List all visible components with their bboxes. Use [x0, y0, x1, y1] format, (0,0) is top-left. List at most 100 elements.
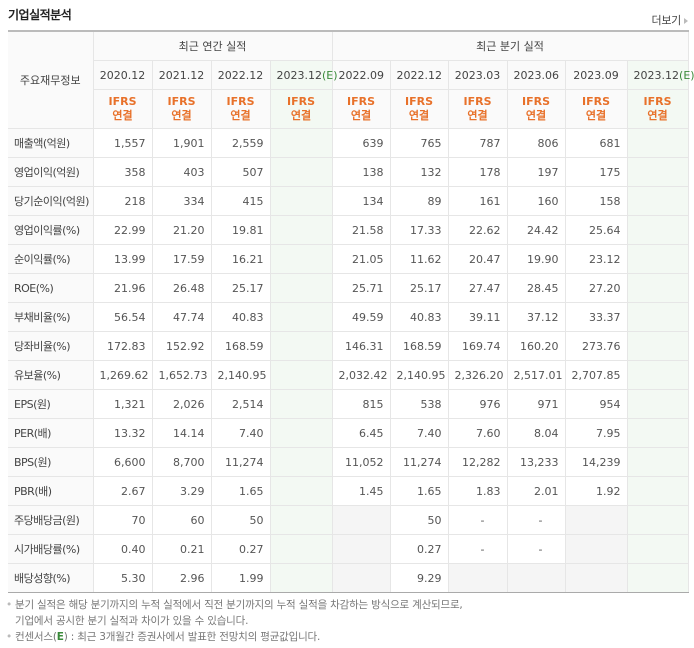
cell-value: 11,052: [331, 447, 391, 477]
cell-value: 132: [389, 157, 449, 187]
cell-value: [269, 389, 333, 419]
group-annual-header: 최근 연간 실적: [92, 30, 333, 61]
cell-value: 17.59: [151, 244, 212, 274]
period-header: 2023.03: [447, 60, 508, 90]
cell-value: 47.74: [151, 302, 212, 332]
cell-value: 1,269.62: [92, 360, 153, 390]
cell-value: 6.45: [331, 418, 391, 448]
cell-value: 1.92: [564, 476, 628, 506]
cell-value: 2,514: [210, 389, 271, 419]
cell-value: 175: [564, 157, 628, 187]
cell-value: [626, 186, 689, 216]
cell-value: 9.29: [389, 563, 449, 593]
cell-value: -: [447, 534, 508, 564]
row-label: 영업이익(억원): [8, 157, 94, 187]
cell-value: 13.99: [92, 244, 153, 274]
cell-value: 197: [506, 157, 566, 187]
table-row: ROE(%) 21.96 26.48 25.17 25.71 25.17 27.47 28.4…: [8, 273, 689, 303]
cell-value: 21.96: [92, 273, 153, 303]
cell-value: 2,026: [151, 389, 212, 419]
period-header: 2023.12(E): [269, 60, 338, 90]
footnote-1-cont: 기업에서 공시한 분기 실적과 차이가 있을 수 있습니다.: [15, 615, 249, 627]
cell-value: 7.95: [564, 418, 628, 448]
cell-value: [626, 534, 689, 564]
cell-value: 25.71: [331, 273, 391, 303]
cell-value: 806: [506, 128, 566, 158]
cell-value: 7.40: [210, 418, 271, 448]
ifrs-label: IFRS 연결: [447, 89, 508, 129]
cell-value: 0.27: [389, 534, 449, 564]
cell-value: -: [447, 505, 508, 535]
cell-value: 334: [151, 186, 212, 216]
row-label: 매출액(억원): [8, 128, 94, 158]
row-label: PBR(배): [8, 476, 94, 506]
cell-value: 160.20: [506, 331, 566, 361]
ifrs-label: IFRS 연결: [564, 89, 628, 129]
cell-value: 5.30: [92, 563, 153, 593]
cell-value: [269, 563, 333, 593]
cell-value: [626, 331, 689, 361]
cell-value: 168.59: [389, 331, 449, 361]
cell-value: 25.17: [389, 273, 449, 303]
cell-value: [506, 563, 566, 593]
cell-value: 146.31: [331, 331, 391, 361]
cell-value: 1,557: [92, 128, 153, 158]
cell-value: 2,326.20: [447, 360, 508, 390]
cell-value: 7.40: [389, 418, 449, 448]
cell-value: [626, 418, 689, 448]
row-label: EPS(원): [8, 389, 94, 419]
cell-value: 23.12: [564, 244, 628, 274]
cell-value: [626, 563, 689, 593]
cell-value: 2.67: [92, 476, 153, 506]
cell-value: [331, 505, 391, 535]
cell-value: 0.21: [151, 534, 212, 564]
cell-value: 25.64: [564, 215, 628, 245]
table-row: 순이익률(%) 13.99 17.59 16.21 21.05 11.62 20.47 19.…: [8, 244, 689, 274]
arrow-right-icon: [684, 18, 688, 24]
cell-value: 37.12: [506, 302, 566, 332]
table-row: EPS(원) 1,321 2,026 2,514 815 538 976 971 954: [8, 389, 689, 419]
cell-value: 1.99: [210, 563, 271, 593]
cell-value: 415: [210, 186, 271, 216]
cell-value: 403: [151, 157, 212, 187]
cell-value: 976: [447, 389, 508, 419]
ifrs-label: IFRS 연결: [506, 89, 566, 129]
cell-value: [269, 273, 333, 303]
cell-value: [564, 534, 628, 564]
cell-value: 954: [564, 389, 628, 419]
ifrs-label: IFRS 연결: [210, 89, 271, 129]
period-header: 2023.06: [506, 60, 566, 90]
table-row: 시가배당률(%) 0.40 0.21 0.27 0.27- -: [8, 534, 689, 564]
footnote-2: • 컨센서스(E) : 최근 3개월간 증권사에서 발표한 전망치의 평균값입니다…: [6, 631, 321, 643]
cell-value: 6,600: [92, 447, 153, 477]
footnote-1: • 분기 실적은 해당 분기까지의 누적 실적에서 직전 분기까지의 누적 실적을…: [6, 599, 463, 611]
cell-value: 0.40: [92, 534, 153, 564]
ifrs-label: IFRS 연결: [269, 89, 333, 129]
cell-value: 24.42: [506, 215, 566, 245]
cell-value: 70: [92, 505, 153, 535]
cell-value: 21.58: [331, 215, 391, 245]
cell-value: [269, 360, 333, 390]
cell-value: 50: [389, 505, 449, 535]
table-row: 주당배당금(원) 70 60 50 50- -: [8, 505, 689, 535]
row-label: PER(배): [8, 418, 94, 448]
ifrs-label: IFRS 연결: [151, 89, 212, 129]
table-row: 영업이익률(%) 22.99 21.20 19.81 21.58 17.33 22.62 24…: [8, 215, 689, 245]
cell-value: 273.76: [564, 331, 628, 361]
cell-value: 19.81: [210, 215, 271, 245]
period-header: 2023.09: [564, 60, 628, 90]
period-header: 2023.12(E): [626, 60, 694, 90]
cell-value: 20.47: [447, 244, 508, 274]
table-row: 매출액(억원) 1,557 1,901 2,559 639 765 787 806 681: [8, 128, 689, 158]
row-header: 주요재무정보: [8, 30, 94, 129]
table-row: BPS(원) 6,600 8,700 11,274 11,052 11,274 12,282…: [8, 447, 689, 477]
period-header: 2022.12: [389, 60, 449, 90]
cell-value: 13,233: [506, 447, 566, 477]
cell-value: 49.59: [331, 302, 391, 332]
financial-table: 주요재무정보 최근 연간 실적 최근 분기 실적 2020.12 2021.12 2022…: [8, 30, 694, 593]
table-row: 유보율(%) 1,269.62 1,652.73 2,140.95 2,032.42 2,…: [8, 360, 689, 390]
cell-value: [626, 273, 689, 303]
cell-value: 787: [447, 128, 508, 158]
more-link[interactable]: 더보기: [652, 12, 688, 28]
